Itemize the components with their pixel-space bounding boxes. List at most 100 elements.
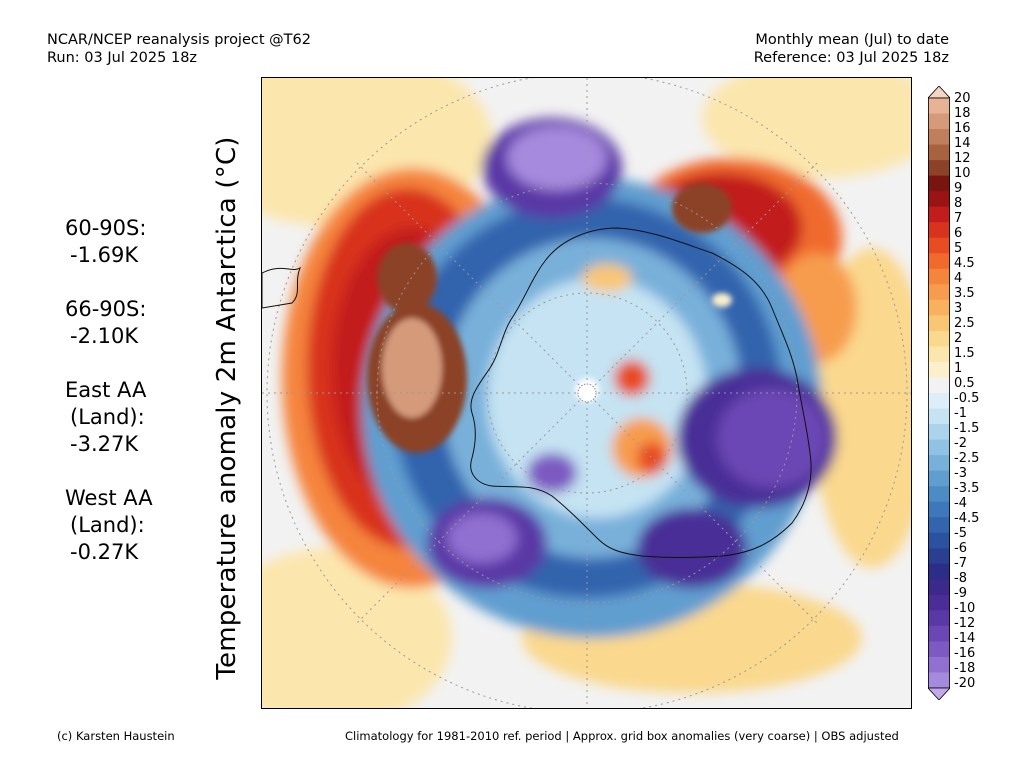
colorbar-swatch (928, 253, 950, 270)
colorbar-swatch (928, 377, 950, 394)
anomaly-peaks (367, 183, 732, 453)
map-title: Temperature anomaly 2m Antarctica (°C) (212, 136, 242, 680)
colorbar-swatch (928, 563, 950, 580)
colorbar-tick-label: -0.5 (954, 391, 980, 406)
stat-label-sub: (Land): (70, 405, 145, 429)
model-title: NCAR/NCEP reanalysis project @T62 (47, 32, 311, 48)
colorbar-tick-label: -10 (954, 601, 976, 616)
colorbar-tick-label: -18 (954, 661, 976, 676)
colorbar-tick-label: -4 (954, 496, 967, 511)
colorbar-tick-label: -20 (954, 676, 976, 691)
colorbar-tick-label: 6 (954, 226, 963, 241)
colorbar-tick-label: -14 (954, 631, 976, 646)
colorbar-tick-label: -3 (954, 466, 967, 481)
stat-label: 66-90S: (65, 297, 147, 321)
colorbar-swatch (928, 501, 950, 518)
colorbar-swatch (928, 532, 950, 549)
south-pole-marker (577, 383, 597, 403)
run-time: Run: 03 Jul 2025 18z (47, 50, 198, 66)
colorbar-swatch (928, 330, 950, 347)
colorbar-swatch (928, 315, 950, 332)
colorbar-tick-label: -2.5 (954, 451, 980, 466)
colorbar-swatch (928, 424, 950, 441)
colorbar-tick-label: -12 (954, 616, 976, 631)
colorbar-tick-label: 1 (954, 361, 963, 376)
colorbar-tick-label: -2 (954, 436, 967, 451)
colorbar-tick-label: -7 (954, 556, 967, 571)
colorbar-swatch (928, 517, 950, 534)
stat-label-sub: (Land): (70, 513, 145, 537)
colorbar-swatch (928, 191, 950, 208)
colorbar-swatch (928, 672, 950, 689)
stat-west-aa: West AA (Land): -0.27K (65, 485, 153, 566)
colorbar-swatch (928, 641, 950, 658)
colorbar-tick-label: 16 (954, 121, 971, 136)
colorbar-swatch (928, 470, 950, 487)
colorbar-swatch (928, 98, 950, 115)
averaging-period: Monthly mean (Jul) to date (755, 32, 949, 48)
colorbar-tick-label: 12 (954, 151, 971, 166)
colorbar-tick-label: 4 (954, 271, 963, 286)
colorbar-tick-label: 14 (954, 136, 971, 151)
colorbar-tick-label: -16 (954, 646, 976, 661)
colorbar-swatch (928, 579, 950, 596)
colorbar-tick-label: 7 (954, 211, 963, 226)
colorbar-swatch (928, 206, 950, 223)
stat-value: -2.10K (70, 324, 139, 348)
colorbar-swatch (928, 175, 950, 192)
colorbar-tick-label: 8 (954, 196, 963, 211)
colorbar-swatch (928, 299, 950, 316)
colorbar-swatch (928, 393, 950, 410)
colorbar-swatch (928, 408, 950, 425)
stat-value: -0.27K (70, 540, 139, 564)
colorbar-swatch (928, 268, 950, 285)
colorbar-tick-label: 0.5 (954, 376, 975, 391)
colorbar-tick-label: 2.5 (954, 316, 975, 331)
polar-anomaly-map (261, 77, 912, 709)
colorbar-tick-label: 5 (954, 241, 963, 256)
stat-66-90s: 66-90S: -2.10K (65, 296, 146, 350)
stat-label: East AA (65, 378, 147, 402)
colorbar-tick-label: 2 (954, 331, 963, 346)
colorbar-tick-label: -1 (954, 406, 967, 421)
colorbar-tick-label: 3.5 (954, 286, 975, 301)
stat-label: 60-90S: (65, 216, 147, 240)
colorbar-swatch (928, 594, 950, 611)
south-america-coastline (262, 266, 302, 309)
copyright: (c) Karsten Haustein (57, 729, 175, 743)
colorbar-tick-label: 4.5 (954, 256, 975, 271)
colorbar-min-arrow (928, 687, 950, 700)
colorbar-swatch (928, 625, 950, 642)
colorbar-swatch (928, 113, 950, 130)
antarctica-coastline (470, 227, 812, 558)
colorbar (928, 86, 950, 700)
colorbar-swatch (928, 610, 950, 627)
colorbar-swatch (928, 486, 950, 503)
colorbar-tick-label: -5 (954, 526, 967, 541)
colorbar-swatch (928, 129, 950, 146)
colorbar-tick-label: 10 (954, 166, 971, 181)
stat-60-90s: 60-90S: -1.69K (65, 215, 146, 269)
header-left: NCAR/NCEP reanalysis project @T62 Run: 0… (47, 31, 311, 67)
header-right: Monthly mean (Jul) to date Reference: 03… (754, 31, 949, 67)
stat-label: West AA (65, 486, 153, 510)
colorbar-tick-label: -6 (954, 541, 967, 556)
colorbar-tick-label: 18 (954, 106, 971, 121)
colorbar-tick-label: 1.5 (954, 346, 975, 361)
stat-value: -1.69K (70, 243, 139, 267)
colorbar-swatch (928, 656, 950, 673)
colorbar-tick-label: 3 (954, 301, 963, 316)
colorbar-max-arrow (928, 86, 950, 99)
colorbar-swatch (928, 237, 950, 254)
map-canvas (262, 78, 911, 708)
colorbar-swatch (928, 144, 950, 161)
colorbar-tick-label: -9 (954, 586, 967, 601)
colorbar-tick-label: -4.5 (954, 511, 980, 526)
colorbar-swatch (928, 160, 950, 177)
reference-time: Reference: 03 Jul 2025 18z (753, 50, 949, 66)
colorbar-swatch (928, 455, 950, 472)
colorbar-swatch (928, 548, 950, 565)
anomaly-field (262, 78, 911, 708)
colorbar-swatch (928, 284, 950, 301)
colorbar-tick-label: -8 (954, 571, 967, 586)
